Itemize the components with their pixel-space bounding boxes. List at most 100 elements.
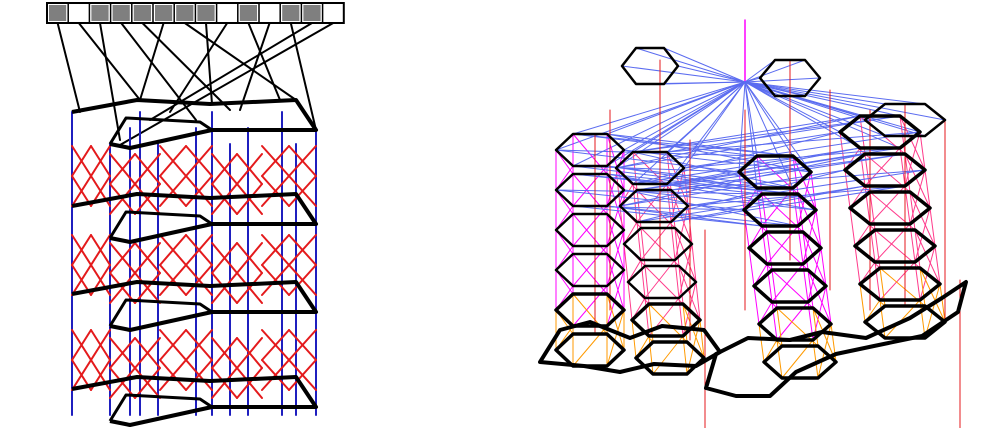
black-hex-outline <box>737 154 813 190</box>
interlayer-edge <box>899 115 926 171</box>
apex-blue-edge <box>744 81 758 157</box>
interlayer-edge <box>909 191 916 231</box>
interlayer-edge <box>619 153 866 207</box>
interlayer-edge <box>674 227 697 283</box>
interlayer-edge <box>687 185 906 207</box>
red-brace-edge <box>211 367 238 399</box>
interlayer-edge <box>919 267 946 323</box>
interlayer-edge <box>683 167 689 207</box>
red-brace-edge <box>109 367 136 399</box>
interlayer-edge <box>623 243 629 283</box>
interlayer-edge <box>807 269 814 309</box>
interlayer-edge <box>572 213 608 255</box>
black-hex-outline <box>618 188 690 224</box>
register-cell <box>176 5 194 21</box>
interlayer-edge <box>699 319 705 359</box>
black-bottom-chain <box>704 280 968 398</box>
interlayer-edge <box>666 147 901 185</box>
interlayer-edge <box>636 221 642 261</box>
register-cell <box>303 5 321 21</box>
register-link-edge <box>169 22 229 113</box>
black-hex-outline <box>630 302 702 338</box>
interlayer-edge <box>776 339 783 379</box>
red-brace-edge <box>211 242 238 274</box>
interlayer-edge <box>648 335 654 375</box>
red-brace-edge <box>134 183 161 215</box>
red-brace-edge <box>185 175 213 207</box>
interlayer-edge <box>572 165 608 207</box>
interlayer-edge <box>632 115 861 153</box>
red-brace-edge <box>288 264 317 296</box>
black-hex-outline <box>747 230 823 266</box>
red-brace-edge <box>109 337 136 369</box>
red-brace-edge <box>185 329 213 361</box>
interlayer-edge <box>854 245 861 285</box>
interlayer-edge <box>572 253 608 295</box>
interlayer-edge <box>606 173 799 195</box>
red-brace-edge <box>109 242 136 274</box>
red-brace-edge <box>211 242 263 304</box>
interlayer-edge <box>939 283 946 323</box>
interlayer-edge <box>753 285 760 325</box>
interlayer-edge <box>632 115 901 153</box>
red-brace-edge <box>236 272 263 304</box>
register-cell <box>133 5 151 21</box>
interlayer-edge <box>606 165 758 189</box>
red-brace-edge <box>90 145 111 177</box>
red-brace-edge <box>134 272 161 304</box>
apex-blue-edge <box>744 59 776 83</box>
red-brace-edge <box>261 145 290 177</box>
register-link-edge <box>119 22 335 146</box>
red-brace-edge <box>236 367 263 399</box>
register-cell <box>261 5 279 21</box>
red-brace-edge <box>109 337 161 399</box>
red-brace-edge <box>71 329 92 361</box>
red-brace-edge <box>109 153 161 215</box>
red-brace-edge <box>211 337 238 369</box>
perspective-hexagonal-lattice <box>538 19 968 428</box>
red-brace-edge <box>71 175 92 207</box>
red-brace-edge <box>185 234 213 266</box>
interlayer-edge <box>572 285 608 327</box>
register-link-edge <box>141 22 231 111</box>
interlayer-edge <box>606 205 763 227</box>
interlayer-edge <box>815 209 822 249</box>
red-brace-edge <box>134 242 161 274</box>
interlayer-edge <box>619 205 625 245</box>
interlayer-edge <box>825 285 832 325</box>
hexagonal-lattice-stack <box>71 98 318 427</box>
interlayer-edge <box>572 165 758 189</box>
interlayer-edge <box>934 245 941 285</box>
interlayer-edge <box>761 225 768 265</box>
interlayer-edge <box>666 147 861 185</box>
red-brace-edge <box>236 183 263 215</box>
red-brace-edge <box>109 183 136 215</box>
red-brace-edge <box>159 329 187 361</box>
register-link-edge <box>139 22 165 101</box>
black-hex-outline <box>758 58 822 98</box>
red-brace-edge <box>288 145 317 177</box>
black-hex-outline <box>853 228 937 264</box>
interlayer-edge <box>636 169 846 223</box>
red-brace-edge <box>261 175 290 207</box>
interlayer-edge <box>914 229 921 269</box>
interlayer-edge <box>691 243 697 283</box>
interlayer-edge <box>627 281 633 321</box>
black-hex-outline <box>622 226 694 262</box>
red-brace-edge <box>159 145 187 177</box>
interlayer-edge <box>572 325 608 367</box>
interlayer-edge <box>797 193 804 233</box>
interlayer-edge <box>670 153 906 191</box>
interlayer-edge <box>687 169 926 207</box>
register-link-edge <box>77 22 141 101</box>
black-hex-ring <box>71 375 318 427</box>
interlayer-edge <box>572 205 763 227</box>
black-hex-outline <box>554 252 626 288</box>
qubit-register <box>46 2 345 24</box>
red-brace-edge <box>288 359 317 391</box>
interlayer-edge <box>874 261 881 301</box>
interlayer-edge <box>670 169 926 191</box>
interlayer-edge <box>666 115 901 153</box>
apex-blue-edge <box>572 81 746 135</box>
register-cell <box>239 5 257 21</box>
